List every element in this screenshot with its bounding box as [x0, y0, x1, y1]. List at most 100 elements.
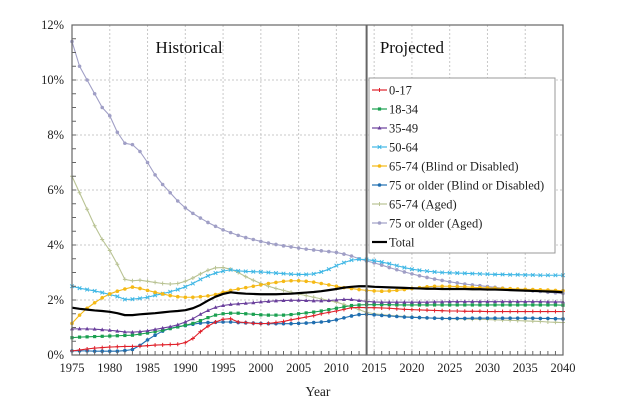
series-35-49-marker — [273, 298, 278, 303]
series-65-74-blind-or-disabled-marker — [432, 284, 437, 289]
x-tick-label: 2030 — [475, 361, 500, 375]
series-0-17-marker — [243, 320, 248, 325]
series-65-74-aged-marker — [153, 280, 158, 285]
series-65-74-blind-or-disabled-marker — [130, 285, 135, 289]
y-tick-label: 0% — [47, 348, 64, 362]
series-65-74-blind-or-disabled-marker — [296, 278, 301, 283]
series-18-34-marker — [485, 303, 490, 307]
series-18-34-marker — [100, 334, 104, 338]
series-65-74-aged-marker — [251, 278, 256, 283]
series-50-64-marker — [538, 273, 543, 278]
series-0-17-marker — [402, 307, 407, 312]
series-35-49-marker — [251, 300, 256, 305]
y-tick-label: 8% — [47, 128, 64, 142]
series-18-34-marker — [395, 303, 399, 307]
series-50-64-marker — [417, 268, 422, 273]
series-35-49-marker — [425, 300, 430, 304]
series-50-64-marker — [341, 260, 347, 265]
series-75-or-older-blind-or-disabled-marker — [470, 316, 475, 320]
x-tick-label: 1980 — [97, 361, 122, 375]
series-75-or-older-blind-or-disabled-marker — [553, 316, 558, 321]
series-65-74-aged-marker — [160, 281, 165, 286]
series-65-74-aged-marker — [77, 190, 82, 195]
series-50-64-marker — [349, 257, 354, 263]
series-65-74-blind-or-disabled-marker — [115, 289, 120, 294]
series-75-or-older-blind-or-disabled-marker — [425, 316, 429, 320]
series-50-64-marker — [84, 287, 90, 292]
legend-marker — [377, 183, 382, 187]
series-75-or-older-aged-marker — [92, 91, 97, 96]
series-65-74-blind-or-disabled-marker — [168, 293, 172, 298]
series-75-or-older-aged-marker — [175, 199, 180, 203]
series-75-or-older-aged-marker — [191, 211, 195, 216]
series-75-or-older-aged-marker — [463, 282, 467, 286]
series-18-34-marker — [516, 303, 520, 307]
series-50-64-marker — [296, 272, 301, 277]
series-35-49-marker — [493, 299, 498, 304]
series-18-34-marker — [259, 313, 263, 317]
series-0-17-marker — [153, 343, 158, 348]
series-50-64-marker — [319, 269, 324, 275]
series-18-34-marker — [349, 303, 354, 308]
series-35-49-marker — [304, 298, 309, 303]
series-75-or-older-aged-marker — [138, 149, 142, 154]
series-35-49-marker — [417, 300, 422, 304]
series-50-64-marker — [152, 293, 158, 298]
series-75-or-older-aged-marker — [440, 278, 444, 283]
series-75-or-older-aged-marker — [153, 173, 157, 177]
series-0-17-marker — [379, 305, 384, 310]
series-75-or-older-blind-or-disabled-marker — [546, 316, 550, 321]
series-0-17-marker — [130, 344, 135, 349]
series-65-74-aged-marker — [115, 262, 120, 267]
series-65-74-blind-or-disabled-marker — [191, 295, 195, 300]
series-75-or-older-blind-or-disabled-marker — [206, 320, 210, 325]
series-50-64-marker — [190, 281, 196, 286]
series-18-34-marker — [213, 313, 218, 317]
series-35-49-marker — [402, 300, 407, 304]
series-75-or-older-aged-marker — [417, 274, 422, 278]
series-18-34-marker — [425, 303, 429, 307]
series-0-17-marker — [500, 309, 505, 314]
series-65-74-blind-or-disabled-marker — [153, 290, 157, 295]
series-65-74-aged-marker — [100, 237, 105, 242]
series-35-49-marker — [107, 328, 112, 332]
series-18-34-marker — [153, 330, 157, 334]
series-35-49-marker — [137, 329, 142, 334]
series-18-34-marker — [93, 334, 97, 339]
series-50-64-marker — [281, 271, 286, 276]
series-65-74-blind-or-disabled-marker — [289, 278, 293, 283]
series-18-34-marker — [432, 303, 437, 307]
series-18-34-marker — [161, 328, 165, 332]
series-65-74-aged-marker — [183, 279, 188, 284]
series-0-17-marker — [205, 324, 210, 329]
series-0-17-marker — [508, 309, 513, 314]
series-65-74-aged-marker — [205, 268, 210, 273]
series-50-64-marker — [243, 269, 248, 274]
series-18-34-marker — [266, 313, 270, 317]
series-75-or-older-blind-or-disabled-marker — [515, 316, 520, 320]
series-75-or-older-blind-or-disabled-marker — [395, 314, 399, 319]
series-0-17-marker — [296, 316, 301, 321]
series-75-or-older-blind-or-disabled-marker — [221, 320, 225, 324]
series-18-34-marker — [304, 311, 308, 315]
series-total — [71, 285, 564, 317]
x-tick-label: 2035 — [513, 361, 538, 375]
series-75-or-older-aged-marker — [379, 263, 384, 267]
series-65-74-blind-or-disabled-marker — [107, 292, 112, 296]
series-0-17-marker — [145, 343, 150, 348]
series-75-or-older-blind-or-disabled-marker — [130, 347, 135, 352]
series-65-74-aged-marker — [281, 288, 286, 293]
series-65-74-blind-or-disabled-marker — [206, 294, 210, 298]
series-75-or-older-blind-or-disabled-marker — [327, 319, 331, 323]
series-75-or-older-aged-marker — [160, 182, 165, 187]
series-50-64-line — [71, 258, 563, 301]
series-35-49-marker — [387, 300, 392, 304]
series-18-34-marker — [410, 303, 414, 307]
series-75-or-older-aged-marker — [228, 230, 233, 235]
series-0-17-marker — [190, 336, 195, 341]
series-75-or-older-aged-marker — [236, 233, 240, 238]
series-65-74-blind-or-disabled-marker — [259, 283, 263, 287]
series-18-34-marker — [123, 333, 127, 338]
series-75-or-older-aged-marker — [304, 247, 308, 251]
series-0-17-marker — [432, 308, 437, 313]
